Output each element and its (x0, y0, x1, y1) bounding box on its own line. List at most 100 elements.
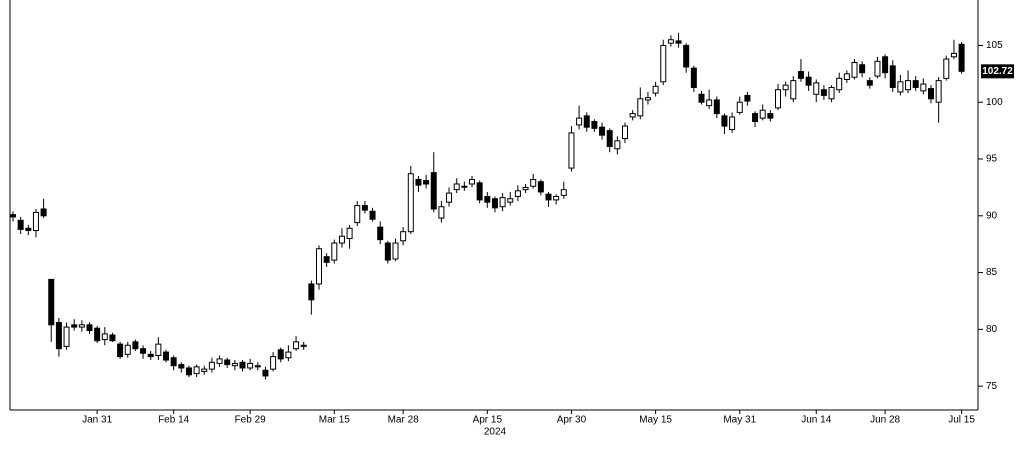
x-tick-label: Feb 14 (158, 415, 190, 426)
candle-body (193, 366, 200, 375)
candle-body (759, 109, 766, 119)
candle-body (170, 357, 177, 367)
candle-body (300, 344, 307, 347)
candle-body (744, 94, 751, 102)
candle-body (820, 89, 827, 96)
candle-body (270, 356, 277, 370)
candle-body (109, 334, 116, 342)
candle-body (201, 368, 208, 372)
candle-body (568, 132, 575, 169)
candle-body (813, 82, 820, 95)
candle-body (392, 242, 399, 260)
candle-body (277, 349, 284, 360)
candle-body (446, 192, 453, 203)
candle-body (652, 85, 659, 94)
candle-body (667, 39, 674, 44)
candle-body (790, 80, 797, 100)
candle-body (782, 84, 789, 91)
candle-body (614, 140, 621, 150)
candle-body (499, 197, 506, 208)
x-tick-label: Jan 31 (82, 415, 112, 426)
candle-body (660, 44, 667, 83)
candle-body (469, 178, 475, 185)
candle-body (224, 359, 231, 366)
x-tick-label: May 31 (723, 415, 756, 426)
candle-body (400, 231, 407, 242)
y-tick-label: 105 (986, 40, 1003, 51)
candle-body (675, 40, 682, 44)
candle-body (828, 86, 835, 100)
y-tick-label: 80 (986, 324, 998, 335)
candle-body (698, 93, 705, 103)
candle-body (836, 77, 843, 91)
candle-body (308, 283, 315, 301)
last-price-label: 102.72 (982, 66, 1013, 77)
candle-body (637, 98, 644, 117)
candle-body (453, 183, 460, 191)
x-tick-label: Jun 28 (870, 415, 900, 426)
candle-body (874, 60, 881, 77)
candle-body (40, 208, 47, 217)
candle-body (231, 362, 238, 367)
candle-body (63, 326, 70, 347)
candle-body (423, 180, 430, 185)
candle-body (560, 189, 567, 196)
candle-body (491, 198, 498, 209)
candle-body (889, 65, 896, 88)
candle-body (950, 52, 957, 58)
candle-body (912, 80, 919, 88)
candle-body (729, 116, 736, 130)
candle-body (851, 61, 858, 78)
x-tick-label: Mar 28 (388, 415, 420, 426)
candle-body (843, 73, 850, 81)
x-tick-label: Mar 15 (319, 415, 351, 426)
candle-body (775, 89, 781, 109)
candle-body (430, 172, 437, 210)
candle-body (935, 80, 942, 103)
y-tick-label: 95 (986, 154, 998, 165)
candle-body (683, 44, 690, 68)
candle-body (882, 56, 889, 74)
candle-body (476, 182, 483, 201)
candle-body (461, 185, 468, 188)
candle-body (10, 214, 16, 218)
candle-body (32, 211, 39, 232)
candle-body (377, 226, 384, 241)
x-tick-label: Jul 15 (948, 415, 975, 426)
candle-body (178, 364, 185, 369)
x-tick-label: May 15 (639, 415, 672, 426)
candle-body (545, 193, 552, 201)
candle-body (859, 64, 866, 74)
candle-body (384, 242, 391, 261)
candle-body (216, 358, 223, 364)
x-tick-label: Jun 14 (801, 415, 831, 426)
candle-body (797, 71, 804, 79)
candle-body (507, 198, 514, 203)
candle-body (599, 126, 606, 136)
candle-body (361, 205, 368, 211)
candle-body (752, 113, 759, 123)
candle-body (262, 369, 269, 377)
candle-body (736, 101, 743, 113)
candle-body (514, 190, 521, 197)
candle-body (553, 195, 560, 201)
candle-body (78, 324, 85, 328)
candle-body (415, 178, 422, 186)
candle-body (71, 324, 78, 328)
y-tick-label: 75 (986, 381, 998, 392)
candle-body (644, 97, 651, 101)
candle-body (958, 43, 965, 72)
candle-body (285, 351, 292, 359)
candle-body (713, 99, 720, 115)
candle-body (346, 227, 353, 240)
candle-body (583, 115, 590, 128)
candle-body (438, 206, 445, 219)
candle-body (369, 210, 376, 220)
candle-body (117, 343, 124, 358)
candle-body (767, 113, 774, 119)
candle-body (140, 348, 147, 354)
candle-body (943, 58, 950, 79)
candle-body (155, 343, 162, 356)
candle-body (293, 341, 300, 350)
